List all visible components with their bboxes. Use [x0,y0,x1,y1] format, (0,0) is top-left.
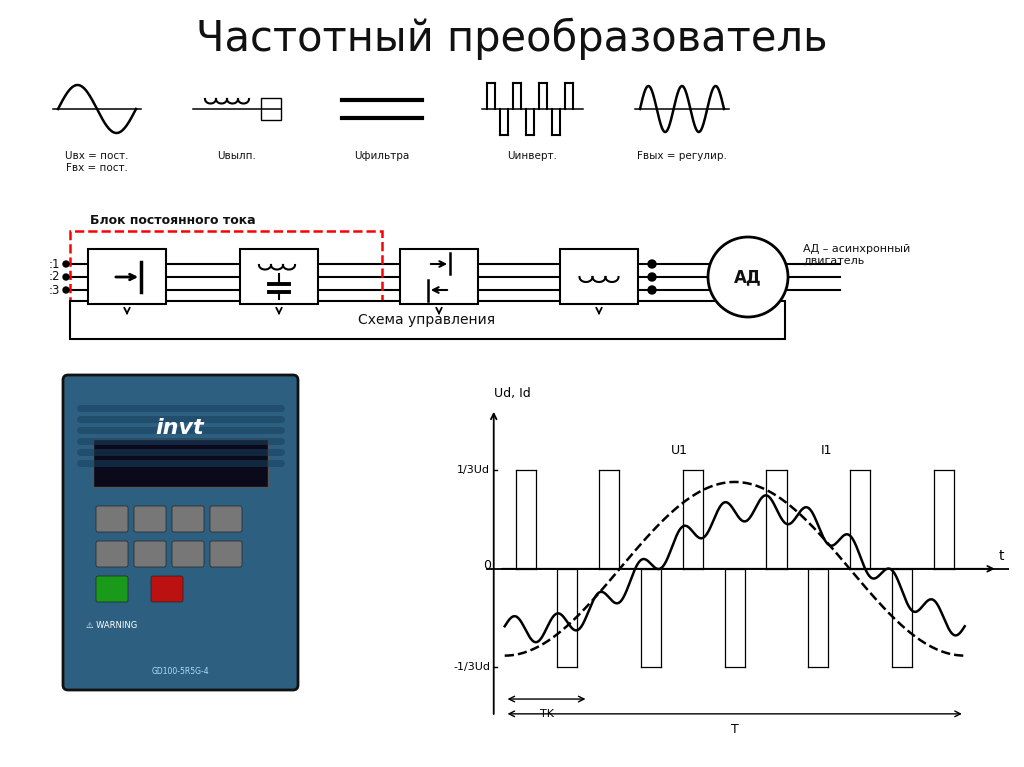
FancyBboxPatch shape [210,506,242,532]
Text: -1/3Ud: -1/3Ud [453,663,490,673]
Bar [261,98,281,120]
Text: U1: U1 [671,444,688,457]
FancyBboxPatch shape [210,541,242,567]
FancyBboxPatch shape [96,541,128,567]
Text: Uвылп.: Uвылп. [217,151,256,161]
Text: I1: I1 [821,444,833,457]
Text: ⚠ WARNING: ⚠ WARNING [86,621,137,630]
Circle shape [648,273,656,281]
Text: :2: :2 [48,271,60,284]
FancyBboxPatch shape [96,576,128,602]
Bar [93,439,268,487]
FancyBboxPatch shape [96,506,128,532]
Circle shape [648,286,656,294]
Text: Ud, Id: Ud, Id [494,387,530,400]
Text: Блок постоянного тока: Блок постоянного тока [90,213,256,226]
Text: АД – асинхронный
двигатель: АД – асинхронный двигатель [803,244,910,266]
FancyBboxPatch shape [134,506,166,532]
Circle shape [63,287,69,293]
FancyBboxPatch shape [63,375,298,690]
FancyBboxPatch shape [151,576,183,602]
Circle shape [63,261,69,267]
FancyBboxPatch shape [172,506,204,532]
Text: t: t [998,549,1005,563]
Text: АД: АД [734,268,762,286]
Text: 1/3Ud: 1/3Ud [457,465,490,475]
Circle shape [63,274,69,280]
Bar [240,249,318,304]
Circle shape [648,260,656,268]
Text: Частотный преобразователь: Частотный преобразователь [197,18,827,60]
Text: Fвых = регулир.: Fвых = регулир. [637,151,727,161]
Text: :1: :1 [48,258,60,271]
FancyBboxPatch shape [134,541,166,567]
FancyBboxPatch shape [172,541,204,567]
Text: GD100-5R5G-4: GD100-5R5G-4 [152,667,209,676]
Text: Uвх = пост.
Fвх = пост.: Uвх = пост. Fвх = пост. [66,151,129,173]
Bar [88,249,166,304]
Text: :3: :3 [48,284,60,297]
Bar [400,249,478,304]
Circle shape [708,237,788,317]
Text: invt: invt [156,418,205,438]
Text: Uинверт.: Uинверт. [507,151,557,161]
Text: 0: 0 [482,559,490,572]
Text: Схема управления: Схема управления [358,313,496,327]
Bar [70,301,785,339]
Text: T: T [731,723,738,736]
Text: TK: TK [540,709,554,719]
Bar [560,249,638,304]
Text: Uфильтра: Uфильтра [354,151,410,161]
